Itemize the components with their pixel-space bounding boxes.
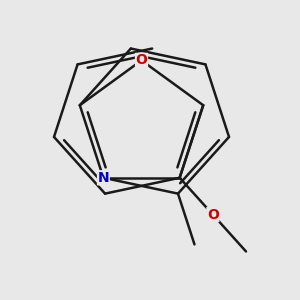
Text: N: N: [98, 171, 109, 185]
Text: O: O: [136, 53, 147, 68]
Text: O: O: [207, 208, 219, 222]
